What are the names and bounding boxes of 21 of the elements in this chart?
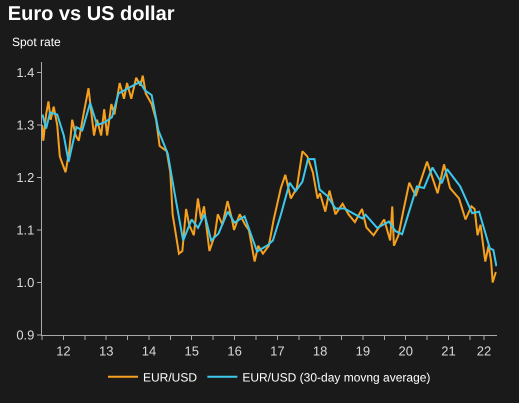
x-tick-label: 16	[227, 344, 242, 359]
x-tick-label: 17	[270, 344, 285, 359]
y-tick-label: 1.1	[16, 222, 34, 238]
legend-label: EUR/USD (30-day movng average)	[242, 370, 430, 384]
chart-title: Euro vs US dollar	[8, 3, 175, 26]
x-tick-label: 12	[56, 344, 71, 359]
x-tick-label: 15	[184, 344, 199, 359]
chart-subtitle: Spot rate	[12, 35, 62, 49]
x-tick-label: 22	[476, 344, 492, 359]
y-tick-label: 1.0	[16, 275, 34, 290]
legend-label: EUR/USD	[143, 370, 198, 384]
x-tick-label: 14	[142, 344, 156, 359]
x-tick-label: 20	[398, 344, 413, 359]
x-tick-label: 18	[312, 344, 328, 359]
x-tick-label: 13	[98, 344, 114, 359]
x-tick-label: 21	[441, 344, 456, 359]
y-tick-label: 1.4	[16, 65, 34, 80]
y-tick-label: 1.2	[16, 170, 34, 186]
x-tick-label: 19	[356, 344, 370, 359]
y-tick-label: 1.3	[16, 118, 34, 133]
y-tick-label: 0.9	[16, 328, 34, 343]
